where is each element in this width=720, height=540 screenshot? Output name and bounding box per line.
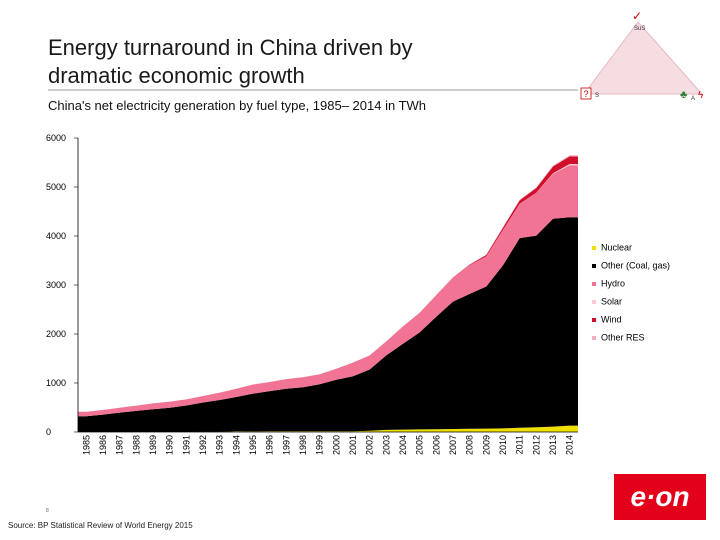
legend-swatch-other	[592, 264, 596, 268]
x-tick-label: 2007	[448, 435, 458, 455]
triangle-right-label: A	[691, 96, 695, 102]
x-tick-label: 2009	[481, 435, 491, 455]
x-tick-label: 2001	[348, 435, 358, 455]
triangle-top-label: SuS	[634, 26, 645, 32]
triangle-left-label: S	[595, 93, 599, 99]
x-tick-label: 2010	[498, 435, 508, 455]
source-note: Source: BP Statistical Review of World E…	[8, 521, 193, 530]
x-tick-label: 1997	[281, 435, 291, 455]
page-number: 8	[46, 508, 49, 514]
title-line-2: dramatic economic growth	[48, 63, 305, 88]
triangle-shape	[583, 21, 704, 95]
x-tick-label: 2000	[331, 435, 341, 455]
x-tick-label: 1991	[181, 435, 191, 455]
x-tick-label: 2013	[548, 435, 558, 455]
page-title: Energy turnaround in China driven by dra…	[48, 34, 508, 90]
legend-label-wind: Wind	[601, 315, 622, 325]
x-tick-label: 2004	[398, 435, 408, 455]
title-divider	[48, 89, 578, 91]
x-tick-label: 1987	[115, 435, 125, 455]
x-tick-label: 2014	[565, 435, 575, 455]
legend-swatch-wind	[592, 318, 596, 322]
y-tick-label: 1000	[46, 378, 66, 388]
sustainability-triangle-icon: ✓ SuS ? S ♣ A ϟ	[580, 9, 704, 102]
chart-legend: Nuclear Other (Coal, gas) Hydro Solar Wind Ot…	[592, 243, 670, 343]
x-tick-label: 1995	[248, 435, 258, 455]
x-tick-label: 2008	[465, 435, 475, 455]
x-tick-label: 1985	[81, 435, 91, 455]
chart-series-areas	[78, 155, 578, 432]
x-tick-label: 1988	[131, 435, 141, 455]
x-tick-label: 2005	[415, 435, 425, 455]
y-tick-label: 3000	[46, 280, 66, 290]
x-axis-ticks: 1985 1986 1987 1988 1989 1990 1991 1992 1993 1994…	[81, 435, 574, 455]
legend-label-other: Other (Coal, gas)	[601, 261, 670, 271]
x-tick-label: 1999	[315, 435, 325, 455]
legend-swatch-other_res	[592, 336, 596, 340]
legend-swatch-nuclear	[592, 246, 596, 250]
x-tick-label: 1994	[231, 435, 241, 455]
x-tick-label: 1998	[298, 435, 308, 455]
chart-subtitle: China's net electricity generation by fu…	[48, 98, 427, 113]
legend-label-nuclear: Nuclear	[601, 243, 632, 253]
x-tick-label: 2002	[365, 435, 375, 455]
legend-label-hydro: Hydro	[601, 279, 625, 289]
legend-swatch-solar	[592, 300, 596, 304]
x-tick-label: 1986	[98, 435, 108, 455]
legend-label-solar: Solar	[601, 297, 622, 307]
x-tick-label: 2006	[431, 435, 441, 455]
y-tick-label: 4000	[46, 231, 66, 241]
x-tick-label: 2011	[515, 435, 525, 454]
x-tick-label: 2003	[381, 435, 391, 455]
lightning-icon: ϟ	[698, 90, 704, 101]
x-tick-label: 1996	[265, 435, 275, 455]
y-tick-label: 2000	[46, 329, 66, 339]
legend-swatch-hydro	[592, 282, 596, 286]
x-tick-label: 2012	[531, 435, 541, 455]
question-mark-glyph: ?	[584, 89, 589, 99]
checkmark-icon: ✓	[632, 9, 642, 23]
area-series-other	[78, 217, 578, 432]
area-series-nuclear	[78, 425, 578, 432]
question-left-icon	[580, 87, 592, 100]
x-tick-label: 1989	[148, 435, 158, 455]
legend-label-other_res: Other RES	[601, 333, 645, 343]
x-tick-label: 1990	[165, 435, 175, 455]
y-tick-label: 0	[46, 427, 51, 437]
y-tick-label: 6000	[46, 133, 66, 143]
x-tick-label: 1992	[198, 435, 208, 455]
y-axis-ticks: 0 1000 2000 3000 4000 5000 6000	[46, 133, 78, 437]
y-tick-label: 5000	[46, 182, 66, 192]
title-line-1: Energy turnaround in China driven by	[48, 35, 413, 60]
x-tick-label: 1993	[215, 435, 225, 455]
eon-logo: e·on	[614, 474, 706, 520]
tree-icon: ♣	[680, 89, 687, 101]
